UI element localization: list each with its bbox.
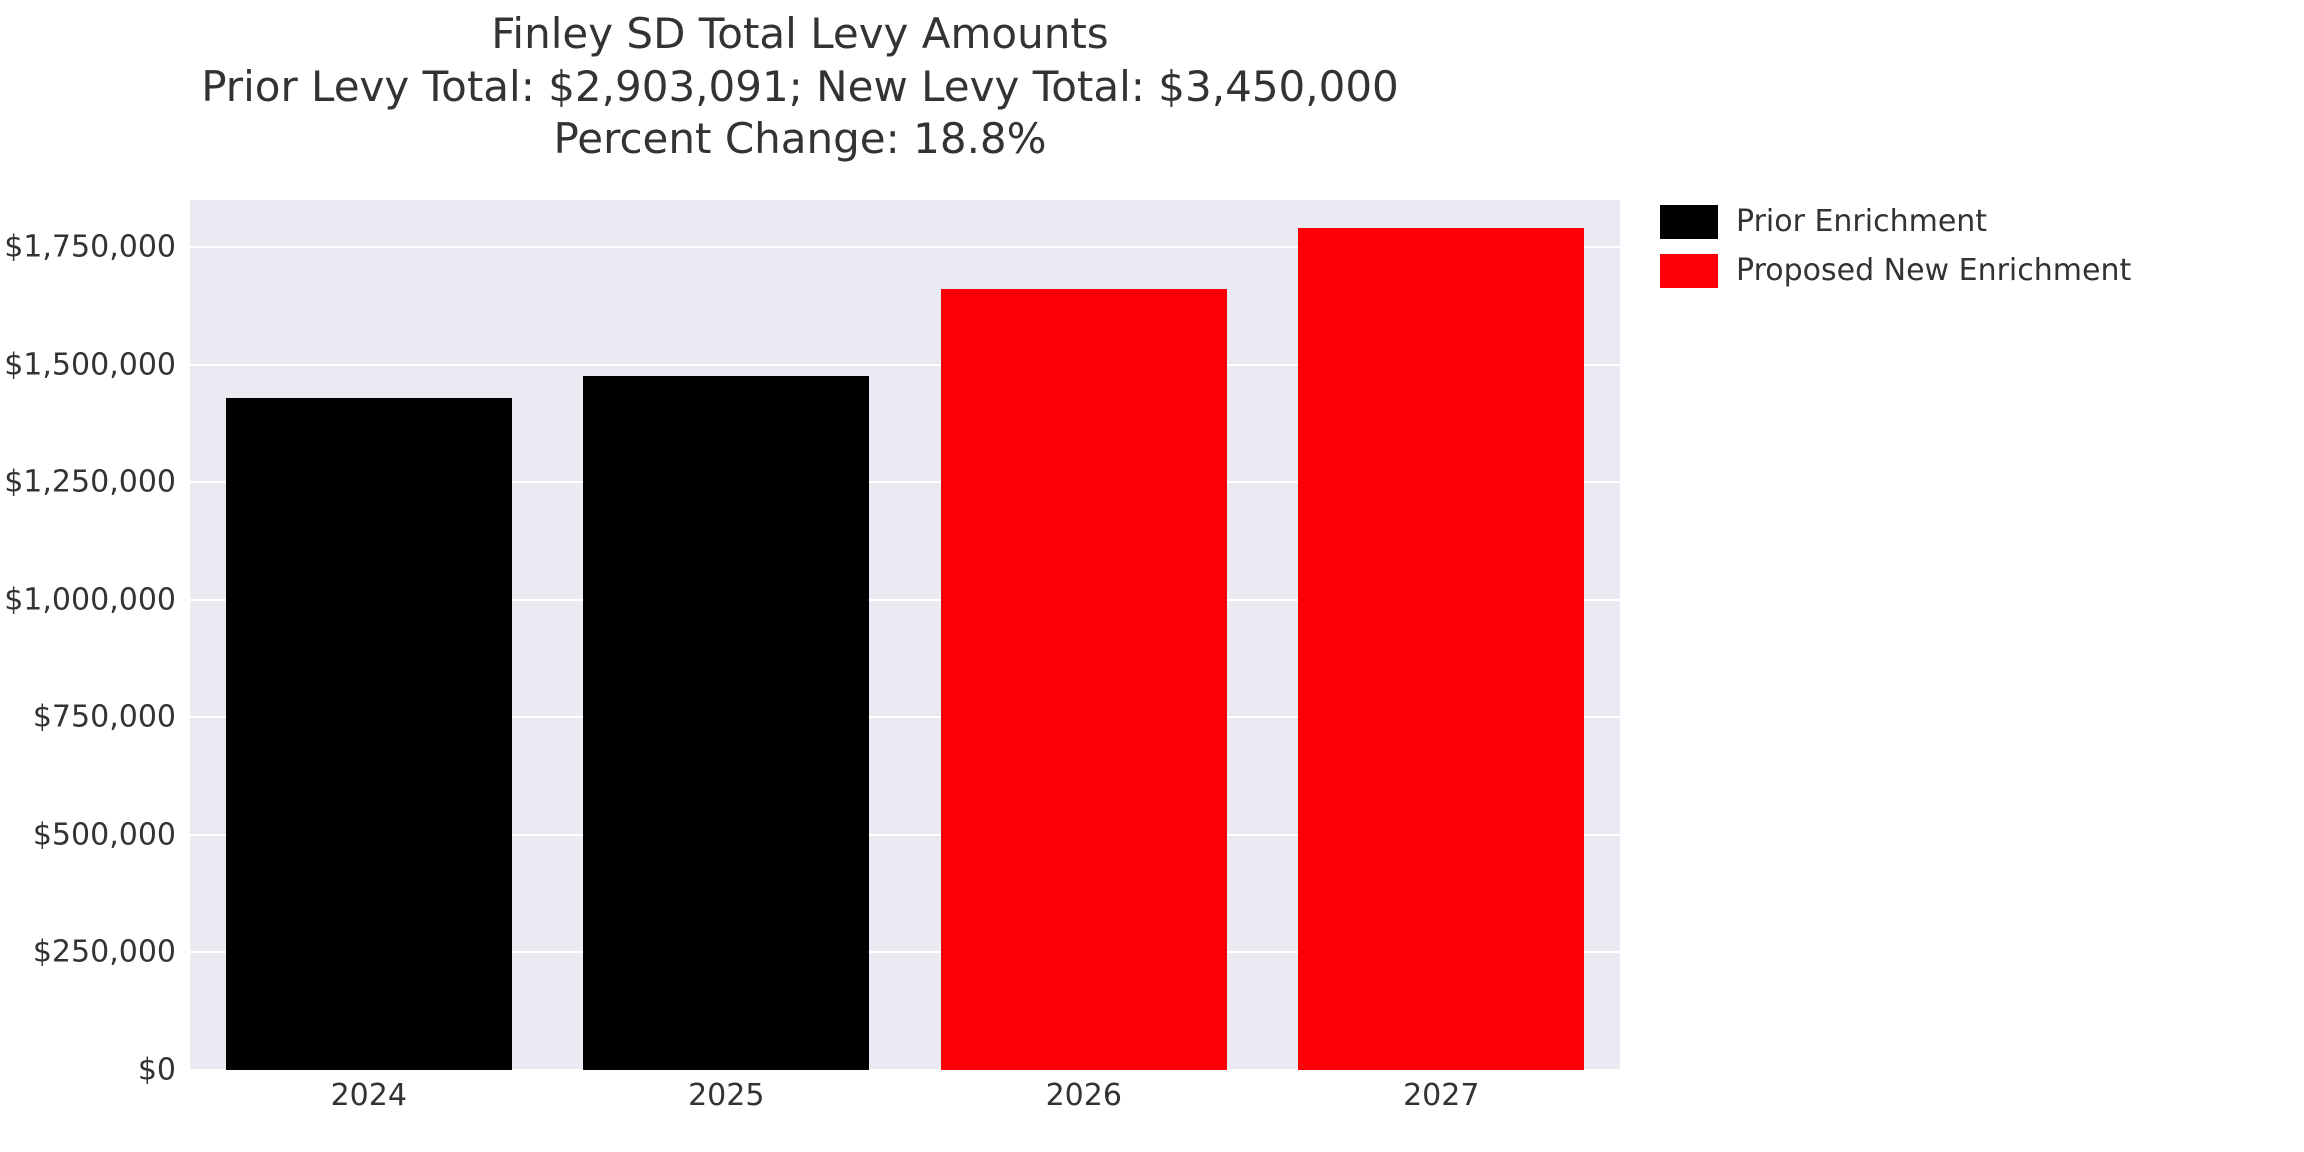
legend: Prior Enrichment Proposed New Enrichment xyxy=(1660,204,2131,302)
chart-title-line-3: Percent Change: 18.8% xyxy=(0,113,1600,166)
y-axis-tick-label: $750,000 xyxy=(33,700,176,735)
bar xyxy=(1298,228,1584,1070)
y-axis-tick-label: $1,000,000 xyxy=(4,582,176,617)
bar xyxy=(226,398,512,1070)
bar xyxy=(583,376,869,1070)
y-axis-tick-label: $250,000 xyxy=(33,935,176,970)
x-axis-tick-label: 2026 xyxy=(1046,1078,1122,1113)
legend-item: Proposed New Enrichment xyxy=(1660,253,2131,288)
x-axis-tick-label: 2024 xyxy=(331,1078,407,1113)
chart-title-line-2: Prior Levy Total: $2,903,091; New Levy T… xyxy=(0,61,1600,114)
legend-swatch xyxy=(1660,254,1718,288)
legend-swatch xyxy=(1660,205,1718,239)
bar xyxy=(941,289,1227,1070)
y-axis-tick-label: $1,250,000 xyxy=(4,465,176,500)
chart-title: Finley SD Total Levy Amounts Prior Levy … xyxy=(0,8,1600,166)
y-axis-tick-label: $500,000 xyxy=(33,817,176,852)
chart-title-line-1: Finley SD Total Levy Amounts xyxy=(0,8,1600,61)
y-axis-tick-label: $0 xyxy=(138,1053,176,1088)
y-axis-tick-label: $1,750,000 xyxy=(4,230,176,265)
plot-area: $0$250,000$500,000$750,000$1,000,000$1,2… xyxy=(190,200,1620,1070)
legend-label: Prior Enrichment xyxy=(1736,204,1987,239)
levy-bar-chart: Finley SD Total Levy Amounts Prior Levy … xyxy=(0,0,2304,1152)
legend-label: Proposed New Enrichment xyxy=(1736,253,2131,288)
y-axis-tick-label: $1,500,000 xyxy=(4,347,176,382)
legend-item: Prior Enrichment xyxy=(1660,204,2131,239)
x-axis-tick-label: 2025 xyxy=(688,1078,764,1113)
x-axis-tick-label: 2027 xyxy=(1403,1078,1479,1113)
